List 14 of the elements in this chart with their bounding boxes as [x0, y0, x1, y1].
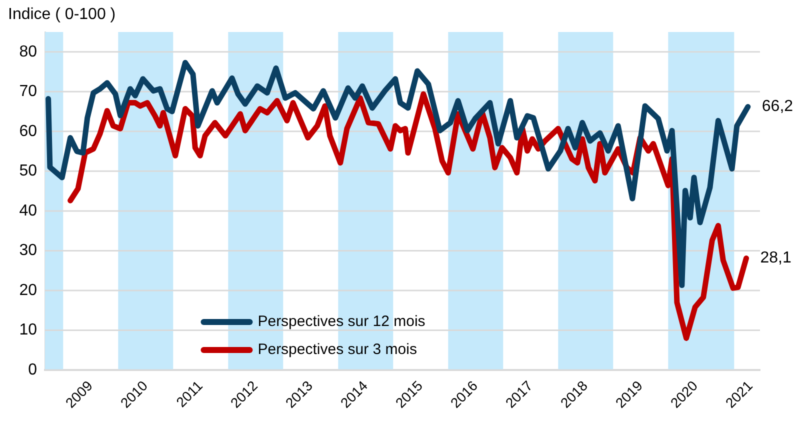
legend-label: Perspectives sur 12 mois — [258, 313, 426, 330]
y-tick-label: 80 — [19, 43, 38, 60]
y-tick-label: 40 — [19, 202, 38, 220]
annotation: 28,1 — [760, 250, 792, 267]
y-tick-label: 60 — [19, 122, 38, 140]
y-axis-title: Indice ( 0-100 ) — [8, 6, 116, 24]
y-tick-label: 50 — [19, 162, 38, 180]
y-tick-label: 0 — [28, 361, 38, 378]
y-tick-label: 10 — [19, 322, 38, 339]
y-tick-label: 30 — [19, 242, 38, 260]
annotation: 66,2 — [762, 98, 794, 116]
y-tick-label: 20 — [19, 282, 38, 299]
legend-label: Perspectives sur 3 mois — [258, 341, 417, 358]
y-tick-label: 70 — [19, 83, 38, 100]
